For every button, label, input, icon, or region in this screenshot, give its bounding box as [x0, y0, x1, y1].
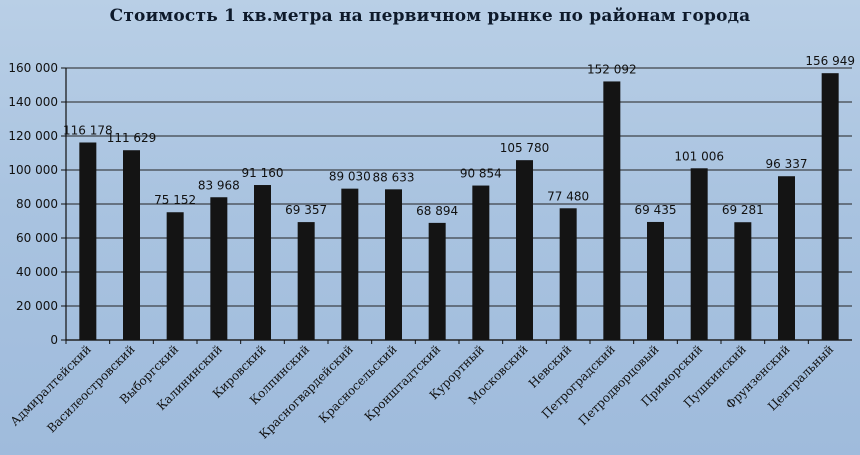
bar	[734, 222, 752, 340]
x-tick-label: Адмиралтейский	[8, 342, 94, 428]
bar	[647, 221, 664, 340]
data-label: 69 435	[635, 203, 677, 217]
bar	[778, 176, 795, 340]
y-tick-label: 0	[50, 333, 58, 347]
data-label: 75 152	[154, 193, 196, 207]
y-tick-label: 120 000	[8, 129, 58, 143]
bar	[341, 188, 359, 340]
bar	[210, 197, 228, 340]
bar	[385, 189, 402, 340]
data-label: 91 160	[242, 166, 284, 180]
data-label: 156 949	[805, 54, 855, 68]
data-label: 105 780	[500, 141, 550, 155]
y-tick-label: 20 000	[16, 299, 58, 313]
data-label: 111 629	[107, 131, 157, 145]
bar	[472, 185, 490, 340]
x-axis: АдмиралтейскийВасилеостровскийВыборгский…	[8, 340, 836, 442]
data-label: 69 357	[285, 203, 327, 217]
data-label: 68 894	[416, 204, 458, 218]
bar	[297, 222, 315, 340]
bar	[516, 160, 533, 340]
bar	[254, 185, 271, 340]
data-label: 88 633	[373, 170, 415, 184]
data-label: 69 281	[722, 203, 764, 217]
bar	[690, 168, 708, 340]
data-label: 83 968	[198, 178, 240, 192]
y-tick-label: 40 000	[16, 265, 58, 279]
bar	[123, 150, 140, 340]
bar	[821, 73, 839, 340]
bar	[559, 208, 577, 340]
data-label: 89 030	[329, 170, 371, 184]
bars	[79, 73, 839, 340]
x-tick-label: Петродворцовый	[576, 342, 662, 428]
bar	[428, 222, 446, 340]
x-tick-label: Красносельский	[316, 342, 400, 426]
y-tick-label: 60 000	[16, 231, 58, 245]
y-axis: 0 20 000 40 000 60 000 80 000 100 000 120 000 1…	[8, 61, 67, 347]
bar	[166, 212, 184, 340]
y-tick-label: 80 000	[16, 197, 58, 211]
bar	[79, 142, 97, 340]
data-label: 96 337	[766, 157, 808, 171]
data-label: 116 178	[63, 123, 113, 137]
x-tick-label: Кронштадтский	[362, 342, 444, 424]
y-tick-label: 140 000	[8, 95, 58, 109]
y-tick-label: 100 000	[8, 163, 58, 177]
chart-title: Стоимость 1 кв.метра на первичном рынке …	[109, 6, 751, 26]
data-label: 152 092	[587, 62, 637, 76]
data-label: 101 006	[674, 149, 724, 163]
bar	[603, 81, 621, 340]
x-tick-label: Петроградский	[539, 342, 618, 421]
data-label: 90 854	[460, 167, 502, 181]
y-tick-label: 160 000	[8, 61, 58, 75]
data-label: 77 480	[547, 189, 589, 203]
